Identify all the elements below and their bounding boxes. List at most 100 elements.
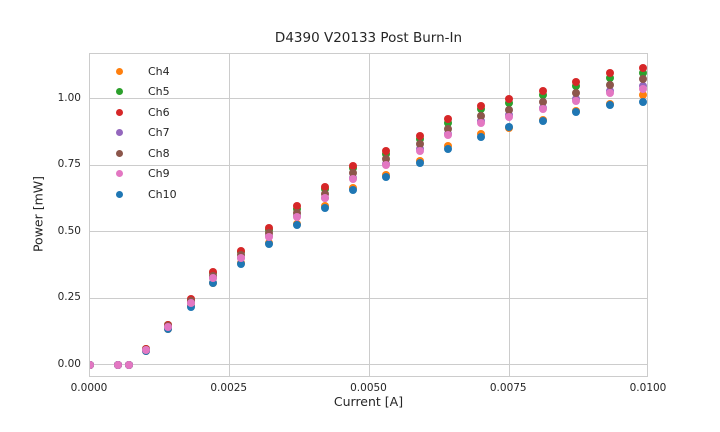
legend-marker-icon <box>116 108 123 116</box>
data-point-ch10 <box>572 108 581 117</box>
data-point-ch8 <box>505 105 514 114</box>
data-point-ch9 <box>538 105 547 114</box>
data-point-ch9 <box>125 360 134 369</box>
data-point-ch9 <box>90 360 94 369</box>
data-point-ch10 <box>264 240 273 249</box>
x-gridline <box>229 54 231 376</box>
y-gridline <box>90 231 647 233</box>
legend-label: Ch9 <box>148 167 170 181</box>
data-point-ch6 <box>639 63 647 72</box>
y-tick-label: 0.75 <box>57 158 81 171</box>
legend-label: Ch7 <box>148 126 170 140</box>
y-gridline <box>90 98 647 100</box>
data-point-ch6 <box>605 69 614 78</box>
x-tick-label: 0.0075 <box>489 382 527 394</box>
data-point-ch9 <box>113 360 122 369</box>
legend-item-ch9: Ch9 <box>90 164 177 185</box>
legend-marker-icon <box>116 149 123 157</box>
data-point-ch9 <box>443 131 452 140</box>
data-point-ch9 <box>186 298 195 307</box>
x-tick-label: 0.0050 <box>350 382 387 394</box>
data-point-ch4 <box>639 91 647 100</box>
data-point-ch9 <box>164 323 173 332</box>
x-gridline <box>369 54 370 376</box>
data-point-ch8 <box>443 125 452 133</box>
legend-item-ch7: Ch7 <box>90 123 177 144</box>
data-point-ch9 <box>477 118 486 127</box>
data-point-ch10 <box>477 132 486 141</box>
data-point-ch8 <box>639 75 647 84</box>
data-point-ch8 <box>477 111 486 120</box>
data-point-ch8 <box>382 155 391 164</box>
data-point-ch6 <box>505 95 514 104</box>
data-point-ch10 <box>605 100 614 109</box>
data-point-ch9 <box>236 254 245 263</box>
data-point-ch9 <box>605 88 614 97</box>
x-tick-label: 0.0000 <box>70 382 108 394</box>
data-point-ch9 <box>415 146 424 155</box>
x-axis-label: Current [A] <box>333 394 404 409</box>
chart-title: D4390 V20133 Post Burn-In <box>274 30 463 46</box>
data-point-ch9 <box>572 96 581 105</box>
data-point-ch8 <box>292 208 301 217</box>
data-point-ch10 <box>320 204 329 213</box>
data-point-ch5 <box>572 82 581 91</box>
legend-marker-icon <box>116 190 123 198</box>
data-point-ch8 <box>348 169 357 178</box>
data-point-ch10 <box>538 117 547 126</box>
legend-marker-icon <box>116 67 123 75</box>
legend-label: Ch8 <box>148 146 170 160</box>
data-point-ch9 <box>382 160 391 169</box>
y-tick-label: 0.00 <box>57 357 81 370</box>
y-tick-label: 1.00 <box>57 91 81 104</box>
data-point-ch6 <box>348 161 357 170</box>
data-point-ch9 <box>141 346 150 355</box>
data-point-ch6 <box>538 87 547 96</box>
y-tick-label: 0.50 <box>57 224 81 237</box>
data-point-ch10 <box>382 172 391 181</box>
data-point-ch6 <box>320 182 329 191</box>
x-gridline <box>508 54 510 376</box>
data-point-ch8 <box>572 89 581 98</box>
data-point-ch6 <box>477 101 486 110</box>
data-point-ch10 <box>639 97 647 106</box>
y-tick-label: 0.25 <box>57 291 81 304</box>
data-point-ch6 <box>443 115 452 124</box>
data-point-ch9 <box>320 194 329 203</box>
legend-item-ch4: Ch4 <box>90 61 177 82</box>
data-point-ch10 <box>292 221 301 230</box>
data-point-ch8 <box>415 140 424 149</box>
legend-label: Ch4 <box>148 64 170 78</box>
data-point-ch10 <box>505 123 514 132</box>
x-tick-label: 0.0100 <box>629 382 667 394</box>
data-point-ch6 <box>382 146 391 155</box>
data-point-ch9 <box>292 212 301 221</box>
data-point-ch6 <box>236 246 245 255</box>
data-point-ch8 <box>605 80 614 89</box>
data-point-ch5 <box>639 69 647 78</box>
data-point-ch10 <box>348 185 357 194</box>
legend-item-ch5: Ch5 <box>90 82 177 103</box>
y-axis-label: Power [mW] <box>30 175 46 253</box>
data-point-ch10 <box>208 279 217 288</box>
legend-item-ch8: Ch8 <box>90 143 177 164</box>
plot-area: Ch4 Ch5 Ch6 Ch7 Ch8 Ch9 Ch10 <box>89 53 648 377</box>
legend-marker-icon <box>116 170 123 178</box>
data-point-ch8 <box>320 189 329 198</box>
legend-item-ch6: Ch6 <box>90 102 177 123</box>
data-point-ch8 <box>538 97 547 106</box>
legend-item-ch10: Ch10 <box>90 184 177 205</box>
y-gridline <box>90 164 647 166</box>
data-point-ch6 <box>264 223 273 232</box>
data-point-ch10 <box>236 260 245 269</box>
data-point-ch9 <box>639 84 647 93</box>
data-point-ch6 <box>415 131 424 140</box>
data-point-ch6 <box>292 202 301 211</box>
legend-marker-icon <box>116 88 123 96</box>
data-point-ch9 <box>348 174 357 183</box>
data-point-ch5 <box>605 73 614 82</box>
legend-label: Ch5 <box>148 85 170 99</box>
legend-marker-icon <box>116 129 123 137</box>
x-tick-label: 0.0025 <box>210 382 248 394</box>
